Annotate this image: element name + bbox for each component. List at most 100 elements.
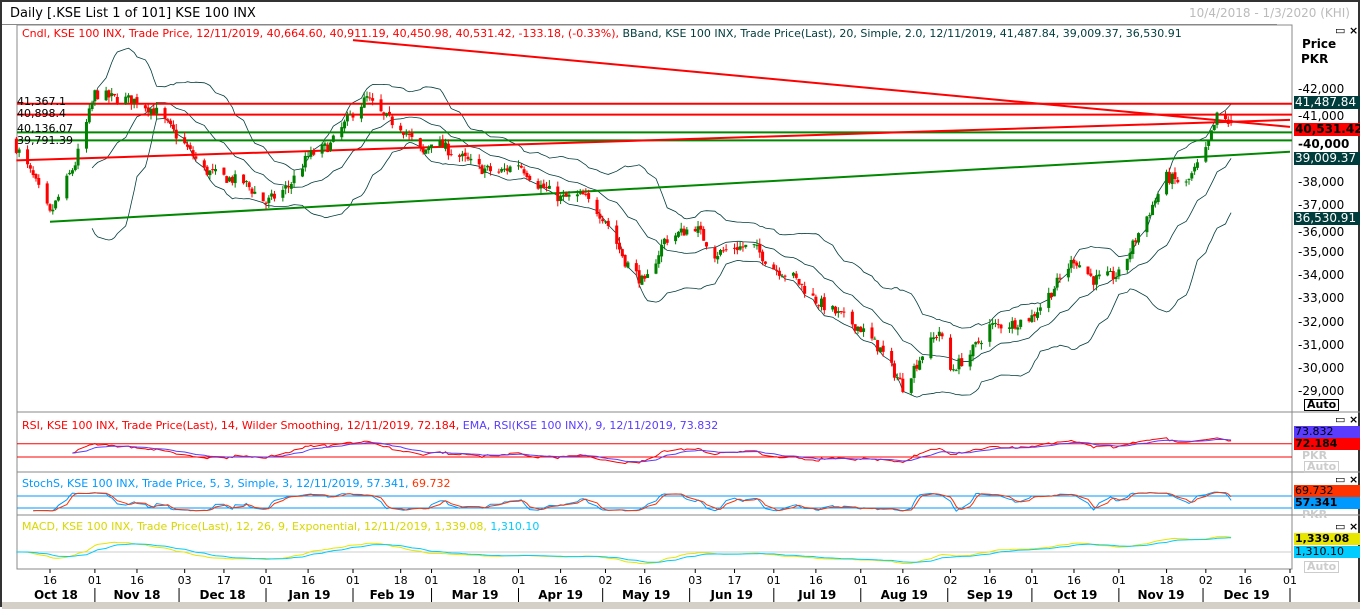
- candle-body: [469, 158, 473, 161]
- candle-body: [646, 274, 650, 278]
- candle-body: [502, 168, 506, 170]
- x-tick-label: 16: [301, 574, 316, 587]
- candle-body: [261, 192, 265, 202]
- bband-legend: BBand, KSE 100 INX, Trade Price(Last), 2…: [619, 27, 1182, 40]
- candle-body: [129, 95, 133, 105]
- x-tick-label: 16: [808, 574, 823, 587]
- candle-body: [505, 168, 509, 171]
- candle-body: [449, 154, 453, 156]
- candle-body: [26, 149, 30, 165]
- candle-body: [971, 344, 975, 357]
- candle-body: [31, 170, 35, 176]
- candle-body: [1114, 276, 1118, 279]
- trendline: [49, 150, 1291, 223]
- price-tick: -41,000: [1298, 109, 1345, 123]
- candle-body: [654, 263, 658, 274]
- x-tick-label: 01: [345, 574, 360, 587]
- month-label: Jun 19: [710, 588, 753, 602]
- candle-body: [1036, 312, 1040, 318]
- candle-body: [1207, 140, 1211, 146]
- ghost-pkr: PKR: [1302, 508, 1328, 521]
- month-label: Sep 19: [966, 588, 1013, 602]
- candle-body: [486, 165, 490, 168]
- candle-body: [702, 229, 706, 241]
- maximize-icon[interactable]: ▭: [1335, 473, 1346, 486]
- candle-body: [497, 171, 501, 173]
- candle-body: [188, 145, 192, 149]
- candle-body: [68, 172, 72, 175]
- candle-body: [1092, 276, 1096, 285]
- macd-line: [16, 536, 1232, 565]
- candle-body: [657, 255, 661, 264]
- month-label: Aug 19: [880, 588, 928, 602]
- close-icon[interactable]: ×: [1349, 520, 1359, 533]
- candle-body: [208, 170, 212, 176]
- candle-body: [230, 176, 234, 183]
- candle-body: [166, 119, 170, 121]
- last-price-tag: 40,531.42: [1294, 123, 1360, 136]
- maximize-icon[interactable]: ▭: [1335, 413, 1346, 426]
- candle-body: [935, 336, 939, 338]
- candle-body: [303, 155, 307, 168]
- candle-body: [817, 305, 821, 307]
- candle-body: [567, 194, 571, 197]
- close-icon[interactable]: ×: [1349, 413, 1359, 426]
- candle-body: [76, 148, 80, 166]
- candle-body: [988, 324, 992, 342]
- candle-body: [1190, 173, 1194, 179]
- auto-scale-button[interactable]: Auto: [1304, 399, 1340, 411]
- candle-body: [733, 247, 737, 249]
- candle-body: [842, 311, 846, 313]
- horizontal-scrollbar[interactable]: [2, 602, 1360, 609]
- candle-body: [1030, 315, 1034, 322]
- candle-body: [1156, 194, 1160, 203]
- candle-body: [390, 116, 394, 126]
- x-tick-label: 16: [553, 574, 568, 587]
- signal-line: [16, 537, 1232, 563]
- candle-body: [575, 194, 579, 197]
- candle-body: [968, 354, 972, 367]
- candle-body: [643, 275, 647, 279]
- x-tick-label: 01: [511, 574, 526, 587]
- price-panel: [16, 24, 1293, 413]
- candle-body: [1033, 314, 1037, 317]
- candle-body: [460, 153, 464, 157]
- close-icon[interactable]: ×: [1349, 24, 1359, 37]
- price-tick: -40,000: [1298, 137, 1350, 151]
- bband-upper: [91, 47, 1232, 329]
- candle-body: [878, 347, 882, 353]
- x-tick-label: 03: [688, 574, 703, 587]
- price-tick: -29,000: [1298, 384, 1345, 398]
- candle-body: [901, 378, 905, 392]
- x-tick-label: 16: [1238, 574, 1253, 587]
- candle-body: [718, 249, 722, 255]
- candle-body: [634, 263, 638, 272]
- macd-tag: 1,339.08: [1294, 533, 1360, 545]
- month-label: Feb 19: [369, 588, 415, 602]
- candle-body: [517, 165, 521, 167]
- candle-body: [587, 193, 591, 199]
- price-tick: -36,000: [1298, 225, 1345, 239]
- candle-body: [34, 173, 38, 179]
- maximize-icon[interactable]: ▭: [1335, 24, 1346, 37]
- month-label: Jan 19: [288, 588, 331, 602]
- candle-body: [850, 311, 854, 325]
- candle-body: [17, 149, 21, 153]
- candle-body: [676, 231, 680, 237]
- candle-body: [149, 108, 153, 115]
- candle-body: [1016, 327, 1020, 330]
- auto-scale-button[interactable]: Auto: [1304, 561, 1340, 573]
- auto-scale-button[interactable]: Auto: [1304, 461, 1340, 473]
- candle-body: [146, 107, 150, 113]
- candle-body: [834, 306, 838, 314]
- candle-body: [626, 262, 630, 268]
- month-label: Nov 19: [1137, 588, 1185, 602]
- candle-body: [1187, 178, 1191, 180]
- candle-body: [1145, 216, 1149, 233]
- candle-body: [1094, 275, 1098, 285]
- close-icon[interactable]: ×: [1349, 473, 1359, 486]
- candle-body: [603, 221, 607, 223]
- candle-body: [1195, 162, 1199, 168]
- maximize-icon[interactable]: ▭: [1335, 520, 1346, 533]
